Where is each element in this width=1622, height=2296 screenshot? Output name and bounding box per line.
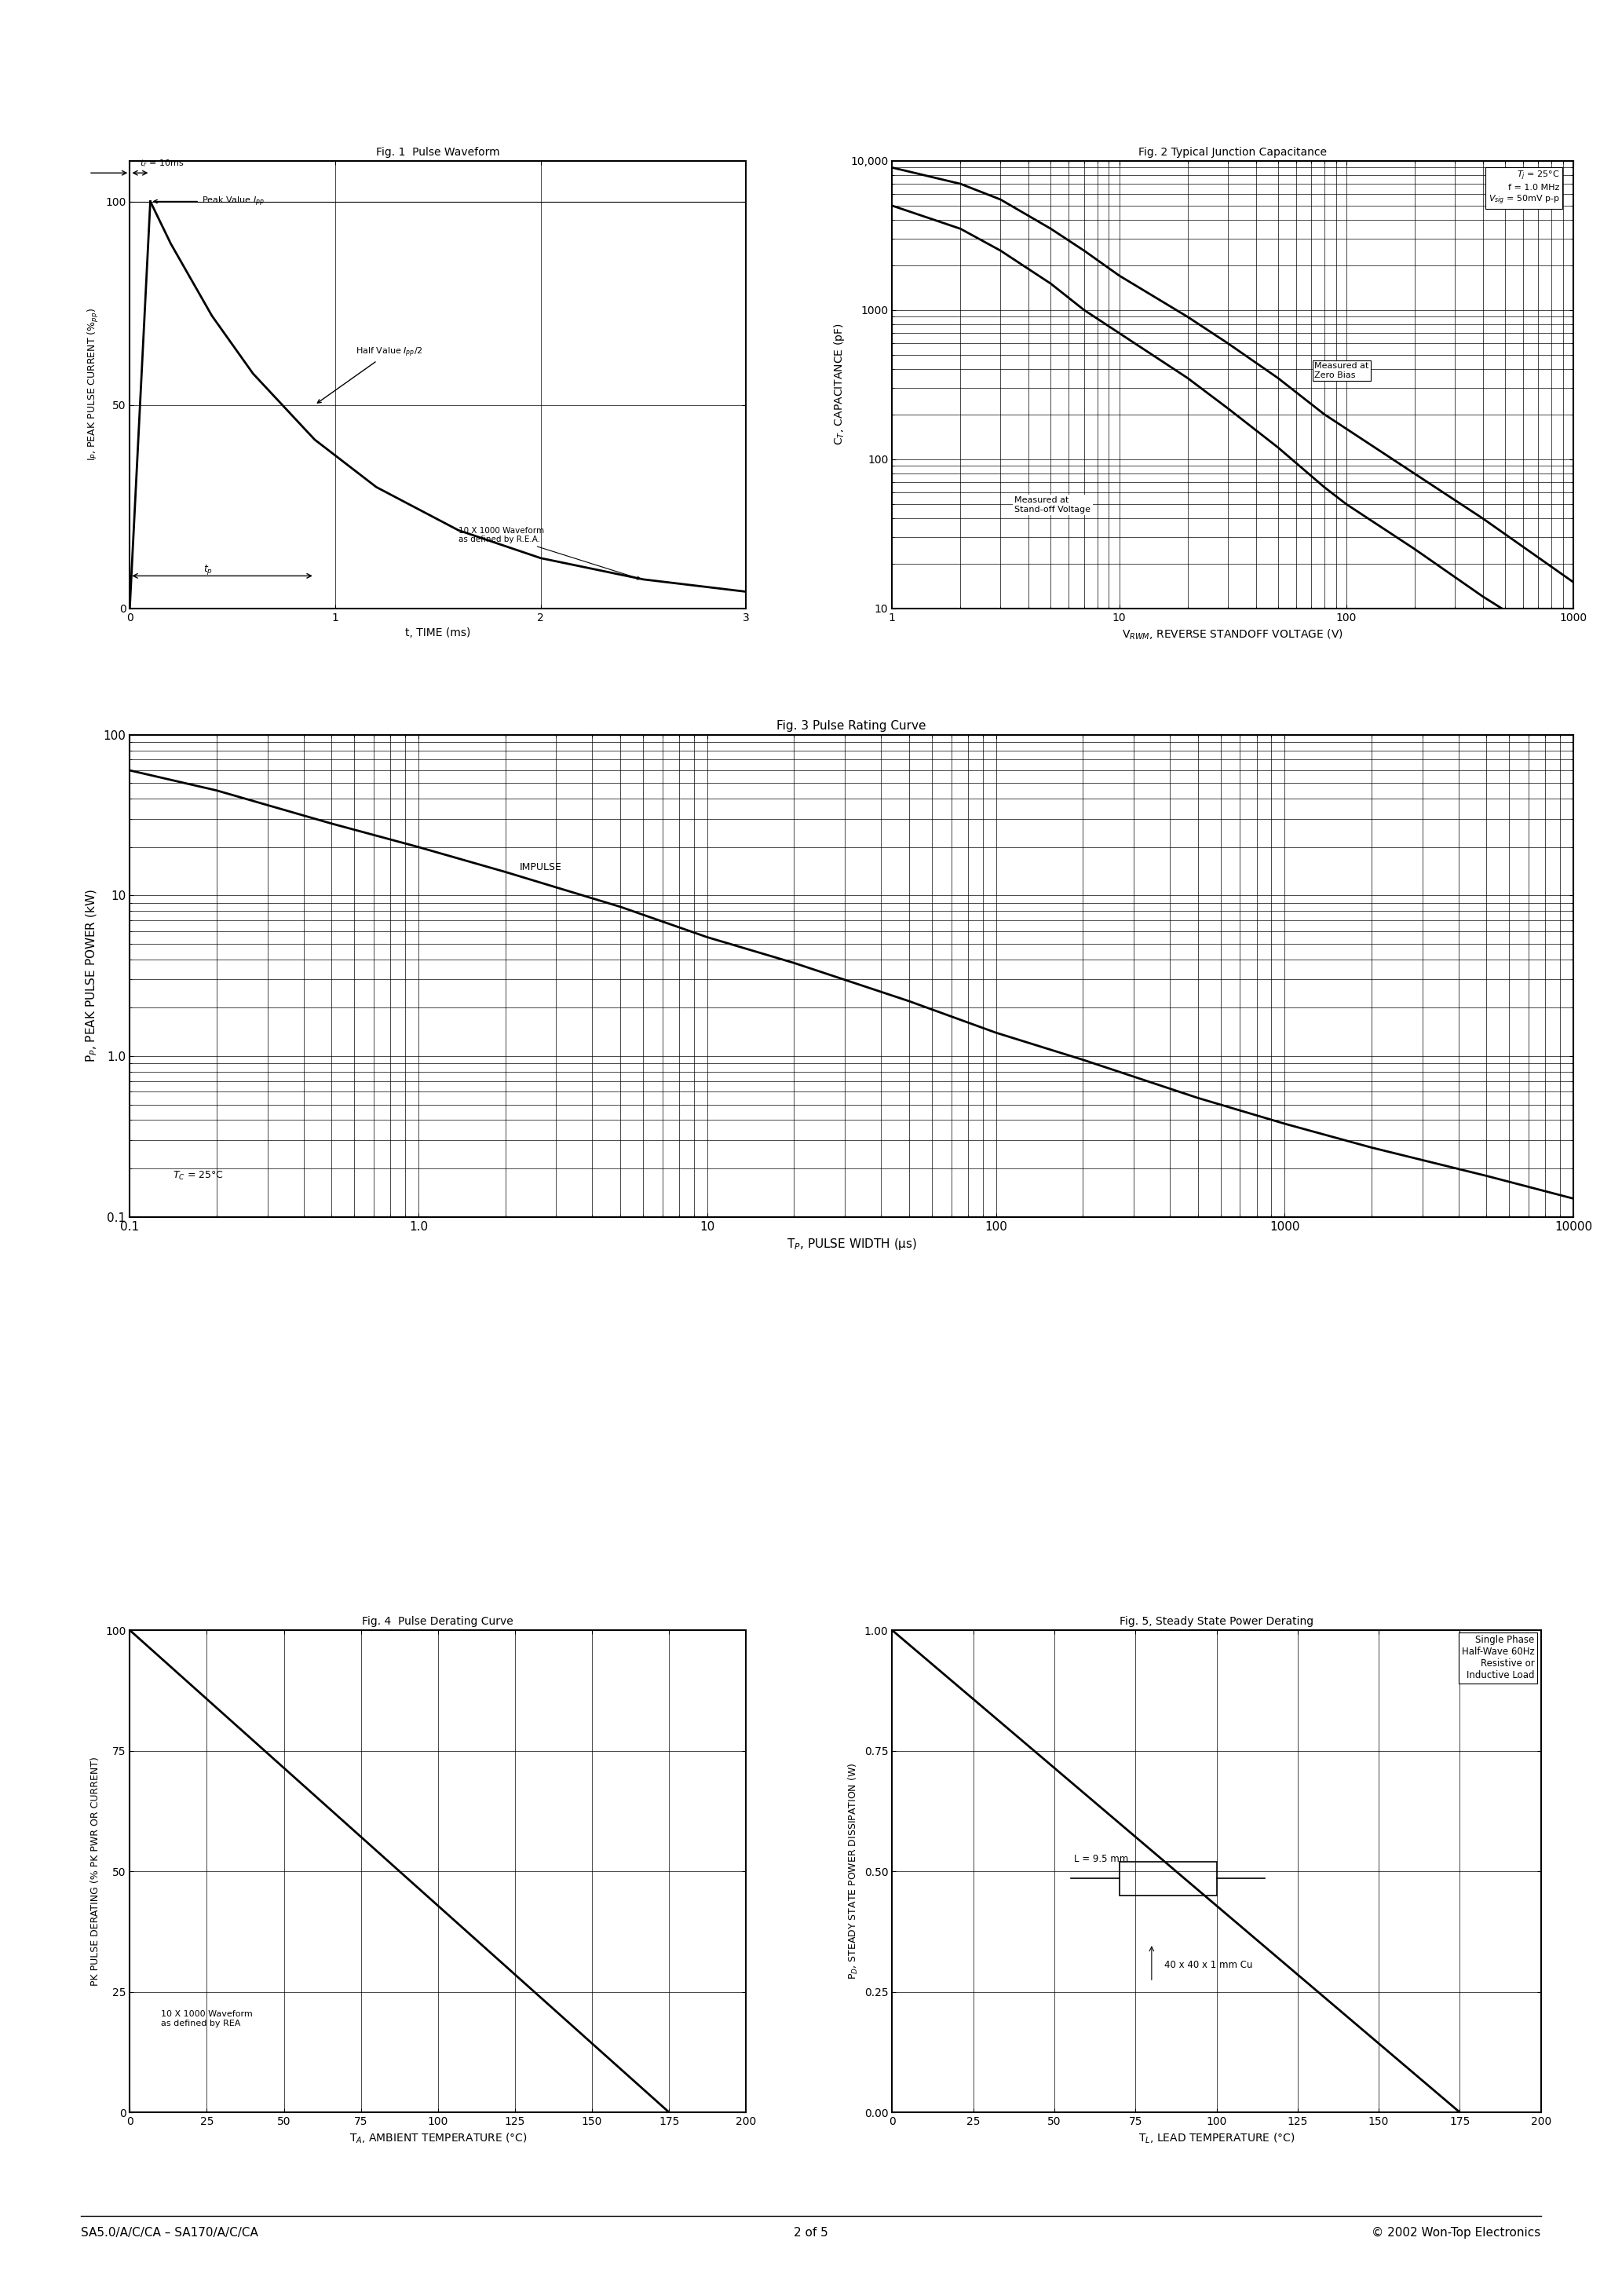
Text: 2 of 5: 2 of 5	[793, 2227, 829, 2239]
Text: IMPULSE: IMPULSE	[519, 861, 561, 872]
X-axis label: T$_L$, LEAD TEMPERATURE (°C): T$_L$, LEAD TEMPERATURE (°C)	[1139, 2131, 1294, 2144]
Text: © 2002 Won-Top Electronics: © 2002 Won-Top Electronics	[1372, 2227, 1541, 2239]
X-axis label: T$_A$, AMBIENT TEMPERATURE (°C): T$_A$, AMBIENT TEMPERATURE (°C)	[349, 2131, 527, 2144]
Text: $T_C$ = 25°C: $T_C$ = 25°C	[174, 1169, 224, 1182]
Title: Fig. 1  Pulse Waveform: Fig. 1 Pulse Waveform	[376, 147, 500, 158]
FancyBboxPatch shape	[1119, 1862, 1216, 1896]
Text: 10 X 1000 Waveform
as defined by R.E.A.: 10 X 1000 Waveform as defined by R.E.A.	[459, 526, 641, 579]
Text: 40 x 40 x 1 mm Cu: 40 x 40 x 1 mm Cu	[1165, 1961, 1252, 1970]
Title: Fig. 4  Pulse Derating Curve: Fig. 4 Pulse Derating Curve	[362, 1616, 514, 1628]
Y-axis label: C$_T$, CAPACITANCE (pF): C$_T$, CAPACITANCE (pF)	[832, 324, 847, 445]
X-axis label: T$_P$, PULSE WIDTH (μs): T$_P$, PULSE WIDTH (μs)	[787, 1238, 916, 1251]
Text: 10 X 1000 Waveform
as defined by REA: 10 X 1000 Waveform as defined by REA	[161, 2009, 253, 2027]
Y-axis label: PK PULSE DERATING (% PK PWR OR CURRENT): PK PULSE DERATING (% PK PWR OR CURRENT)	[91, 1756, 101, 1986]
X-axis label: t, TIME (ms): t, TIME (ms)	[406, 627, 470, 638]
Text: Peak Value $I_{pp}$: Peak Value $I_{pp}$	[154, 195, 264, 209]
Text: L = 9.5 mm: L = 9.5 mm	[1074, 1853, 1129, 1864]
Text: $t_r$ = 10ms: $t_r$ = 10ms	[139, 158, 185, 170]
Y-axis label: P$_D$, STEADY STATE POWER DISSIPATION (W): P$_D$, STEADY STATE POWER DISSIPATION (W…	[847, 1763, 860, 1979]
X-axis label: V$_{RWM}$, REVERSE STANDOFF VOLTAGE (V): V$_{RWM}$, REVERSE STANDOFF VOLTAGE (V)	[1122, 627, 1343, 641]
Text: Single Phase
Half-Wave 60Hz
Resistive or
Inductive Load: Single Phase Half-Wave 60Hz Resistive or…	[1461, 1635, 1534, 1681]
Text: Measured at
Zero Bias: Measured at Zero Bias	[1314, 363, 1369, 379]
Text: SA5.0/A/C/CA – SA170/A/C/CA: SA5.0/A/C/CA – SA170/A/C/CA	[81, 2227, 258, 2239]
Title: Fig. 5, Steady State Power Derating: Fig. 5, Steady State Power Derating	[1119, 1616, 1314, 1628]
Title: Fig. 3 Pulse Rating Curve: Fig. 3 Pulse Rating Curve	[777, 721, 926, 732]
Text: Measured at
Stand-off Voltage: Measured at Stand-off Voltage	[1015, 496, 1092, 514]
Text: $T_j$ = 25°C
f = 1.0 MHz
$V_{sig}$ = 50mV p-p: $T_j$ = 25°C f = 1.0 MHz $V_{sig}$ = 50m…	[1487, 170, 1560, 207]
Text: $t_p$: $t_p$	[203, 563, 212, 576]
Y-axis label: P$_P$, PEAK PULSE POWER (kW): P$_P$, PEAK PULSE POWER (kW)	[84, 889, 99, 1063]
Title: Fig. 2 Typical Junction Capacitance: Fig. 2 Typical Junction Capacitance	[1139, 147, 1327, 158]
Text: Half Value $I_{pp}$/2: Half Value $I_{pp}$/2	[318, 347, 423, 404]
Y-axis label: I$_P$, PEAK PULSE CURRENT (%$_{pp}$): I$_P$, PEAK PULSE CURRENT (%$_{pp}$)	[86, 308, 101, 461]
